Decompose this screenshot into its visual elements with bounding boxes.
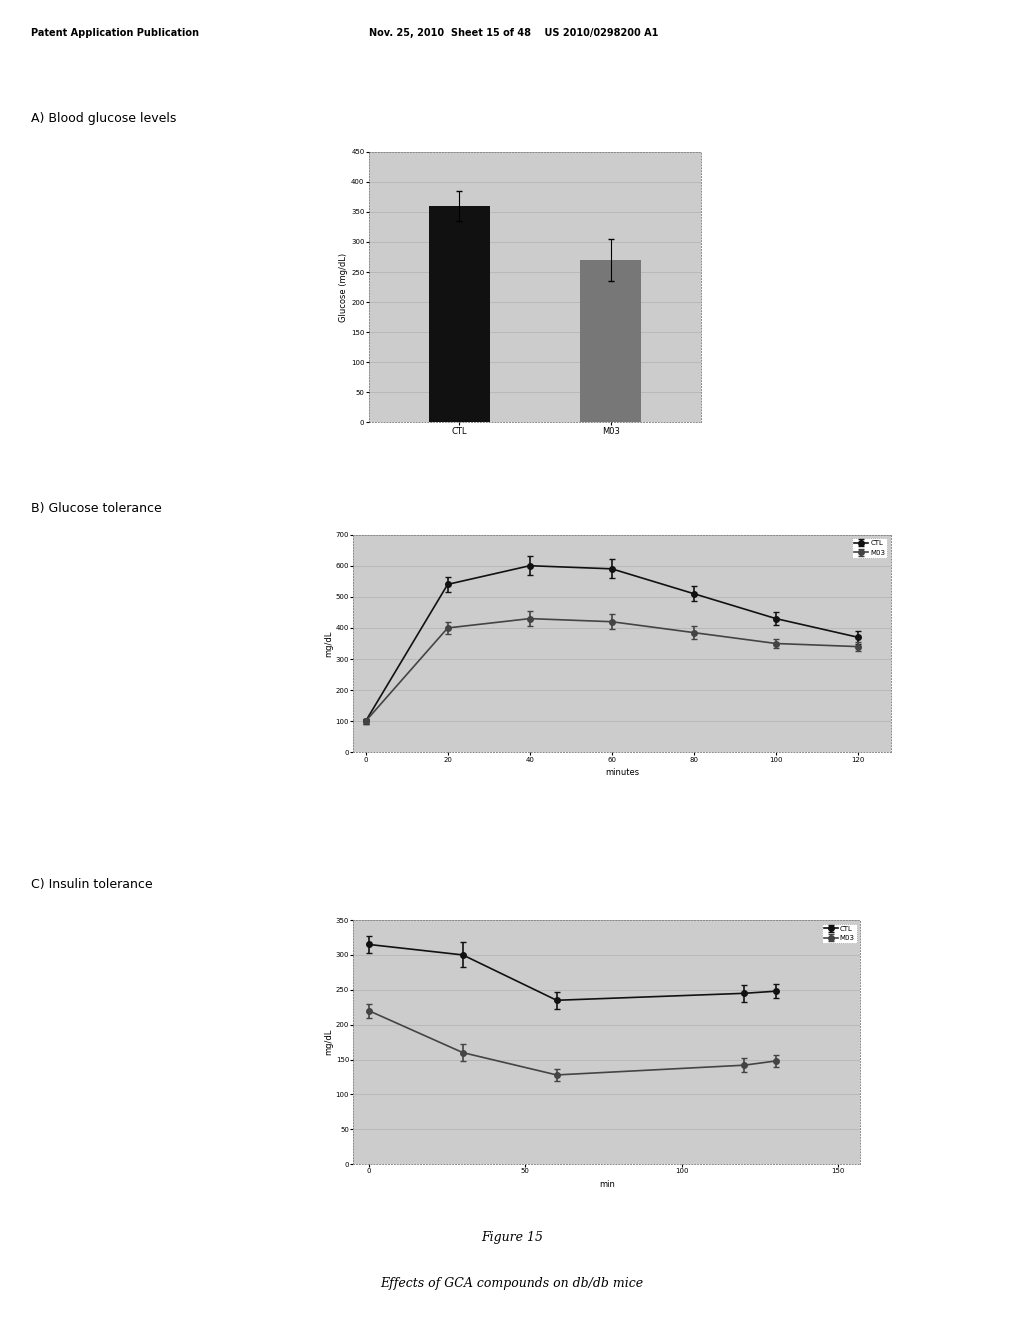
Y-axis label: mg/dL: mg/dL [324, 631, 333, 656]
X-axis label: minutes: minutes [605, 768, 639, 777]
Text: B) Glucose tolerance: B) Glucose tolerance [31, 502, 162, 515]
Legend: CTL, M03: CTL, M03 [821, 924, 857, 944]
Legend: CTL, M03: CTL, M03 [852, 539, 888, 558]
Text: Effects of GCA compounds on db/db mice: Effects of GCA compounds on db/db mice [381, 1278, 643, 1290]
Text: Patent Application Publication: Patent Application Publication [31, 28, 199, 38]
Text: C) Insulin tolerance: C) Insulin tolerance [31, 878, 153, 891]
Y-axis label: Glucose (mg/dL): Glucose (mg/dL) [339, 252, 348, 322]
Text: Figure 15: Figure 15 [481, 1232, 543, 1243]
Bar [429, 206, 489, 422]
X-axis label: min: min [599, 1180, 614, 1189]
Text: A) Blood glucose levels: A) Blood glucose levels [31, 112, 176, 125]
Text: Nov. 25, 2010  Sheet 15 of 48    US 2010/0298200 A1: Nov. 25, 2010 Sheet 15 of 48 US 2010/029… [369, 28, 658, 38]
Y-axis label: mg/dL: mg/dL [324, 1030, 333, 1055]
Bar [581, 260, 641, 422]
